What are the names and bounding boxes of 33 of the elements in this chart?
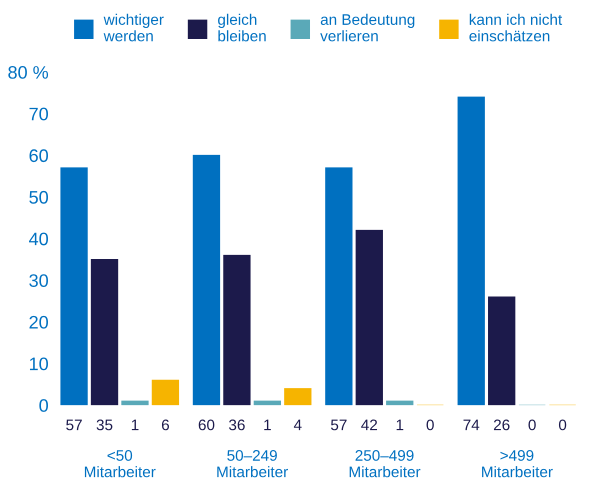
data-label: 36 bbox=[228, 419, 245, 430]
data-label: 74 bbox=[464, 420, 480, 430]
y-tick-label: 20 bbox=[30, 316, 48, 329]
legend-label: gleich bleiben bbox=[218, 14, 266, 42]
data-label: 1 bbox=[132, 420, 138, 430]
y-tick-label: 70 bbox=[30, 108, 48, 120]
x-tick-label: 250–499 Mitarbeiter bbox=[350, 450, 420, 478]
y-tick-label: 0 bbox=[39, 399, 48, 412]
data-label: 0 bbox=[426, 419, 434, 430]
legend-label: wichtiger werden bbox=[104, 14, 164, 42]
data-label: 0 bbox=[528, 419, 536, 430]
data-label: 60 bbox=[198, 419, 214, 430]
x-tick-label: 50–249 Mitarbeiter bbox=[217, 450, 288, 478]
y-tick-label: 30 bbox=[29, 274, 48, 287]
data-label: 26 bbox=[494, 419, 510, 430]
y-tick-label: 80 % bbox=[8, 66, 48, 79]
x-tick-label: >499 Mitarbeiter bbox=[482, 450, 553, 478]
data-label: 0 bbox=[558, 419, 566, 430]
data-label: 1 bbox=[264, 420, 271, 430]
x-tick-label: <50 Mitarbeiter bbox=[84, 450, 156, 478]
y-tick-label: 40 bbox=[29, 232, 48, 246]
data-label: 57 bbox=[66, 420, 82, 430]
data-label: 6 bbox=[162, 419, 169, 430]
legend-label: an Bedeutung verlieren bbox=[320, 14, 414, 42]
y-tick-label: 60 bbox=[30, 149, 48, 162]
data-label: 57 bbox=[330, 420, 347, 430]
data-label: 4 bbox=[294, 420, 302, 430]
legend-label: kann ich nicht einschätzen bbox=[469, 14, 562, 42]
y-tick-label: 10 bbox=[30, 357, 48, 370]
data-label: 35 bbox=[96, 419, 112, 430]
data-label: 42 bbox=[361, 419, 378, 430]
data-label: 1 bbox=[396, 420, 404, 430]
y-tick-label: 50 bbox=[29, 190, 48, 204]
